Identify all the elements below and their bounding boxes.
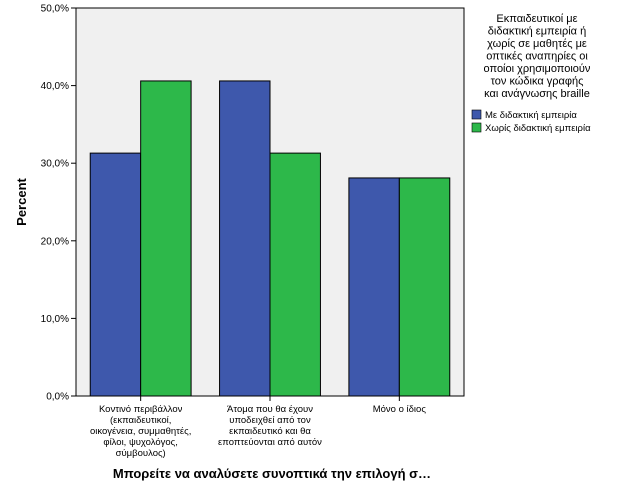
bar [269,152,321,397]
y-tick-label: 50,0% [41,4,69,15]
legend-swatch [471,109,482,120]
x-category-label: Άτομα που θα έχουν υποδειχθεί από τον εκπα… [218,404,322,448]
x-category-label: Κοντινό περιβάλλον (εκπαιδευτικοί, οικογέν… [90,404,191,459]
legend-item-label: Χωρίς διδακτική εμπειρία [485,123,591,134]
x-category-label: Μόνο ο ίδιος [373,404,427,415]
bar [219,80,271,397]
bar [140,80,192,397]
bar [348,177,400,397]
y-tick-label: 40,0% [41,81,69,92]
legend-swatch [471,122,482,133]
legend-title: Εκπαιδευτικοί με διδακτική εμπειρία ή χωρί… [484,13,591,100]
y-tick-label: 20,0% [41,236,69,247]
x-axis-title: Μπορείτε να αναλύσετε συνοπτικά την επιλ… [113,466,431,481]
y-tick-label: 10,0% [41,314,69,325]
y-axis: 0,0% 10,0% 20,0% 30,0% 40,0% 50,0% [41,4,76,403]
y-axis-title: Percent [14,177,29,225]
x-axis: Κοντινό περιβάλλον (εκπαιδευτικοί, οικογέν… [90,396,426,459]
legend-item-label: Με διδακτική εμπειρία [485,110,577,121]
y-tick-label: 0,0% [46,392,69,403]
bar [398,177,451,397]
bar [89,152,142,397]
legend: Εκπαιδευτικοί με διδακτική εμπειρία ή χωρί… [471,13,591,134]
bars [89,80,451,397]
y-tick-label: 30,0% [41,159,69,170]
